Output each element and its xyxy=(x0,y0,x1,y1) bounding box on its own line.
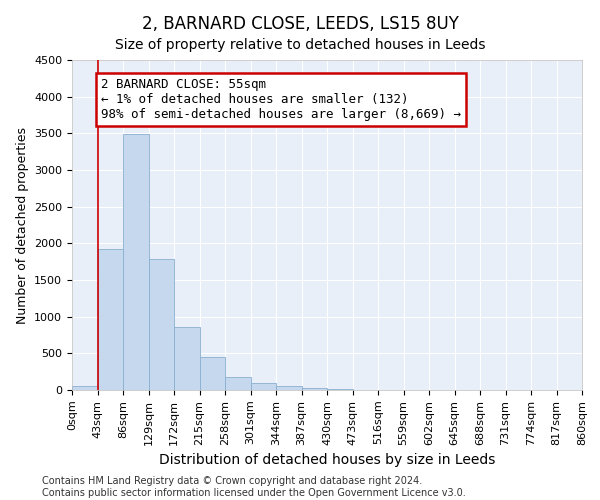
Bar xyxy=(199,356,225,390)
Bar xyxy=(123,134,149,390)
Y-axis label: Number of detached properties: Number of detached properties xyxy=(16,126,29,324)
Bar xyxy=(149,258,174,390)
Text: 2, BARNARD CLOSE, LEEDS, LS15 8UY: 2, BARNARD CLOSE, LEEDS, LS15 8UY xyxy=(142,15,458,33)
Text: Size of property relative to detached houses in Leeds: Size of property relative to detached ho… xyxy=(115,38,485,52)
Text: 2 BARNARD CLOSE: 55sqm
← 1% of detached houses are smaller (132)
98% of semi-det: 2 BARNARD CLOSE: 55sqm ← 1% of detached … xyxy=(101,78,461,122)
Bar xyxy=(251,382,276,390)
Bar xyxy=(276,386,302,390)
Bar xyxy=(225,377,251,390)
X-axis label: Distribution of detached houses by size in Leeds: Distribution of detached houses by size … xyxy=(159,453,495,467)
Bar xyxy=(327,389,353,390)
Bar xyxy=(72,386,97,390)
Bar xyxy=(97,249,123,390)
Bar xyxy=(302,388,327,390)
Text: Contains HM Land Registry data © Crown copyright and database right 2024.
Contai: Contains HM Land Registry data © Crown c… xyxy=(42,476,466,498)
Bar xyxy=(174,327,199,390)
